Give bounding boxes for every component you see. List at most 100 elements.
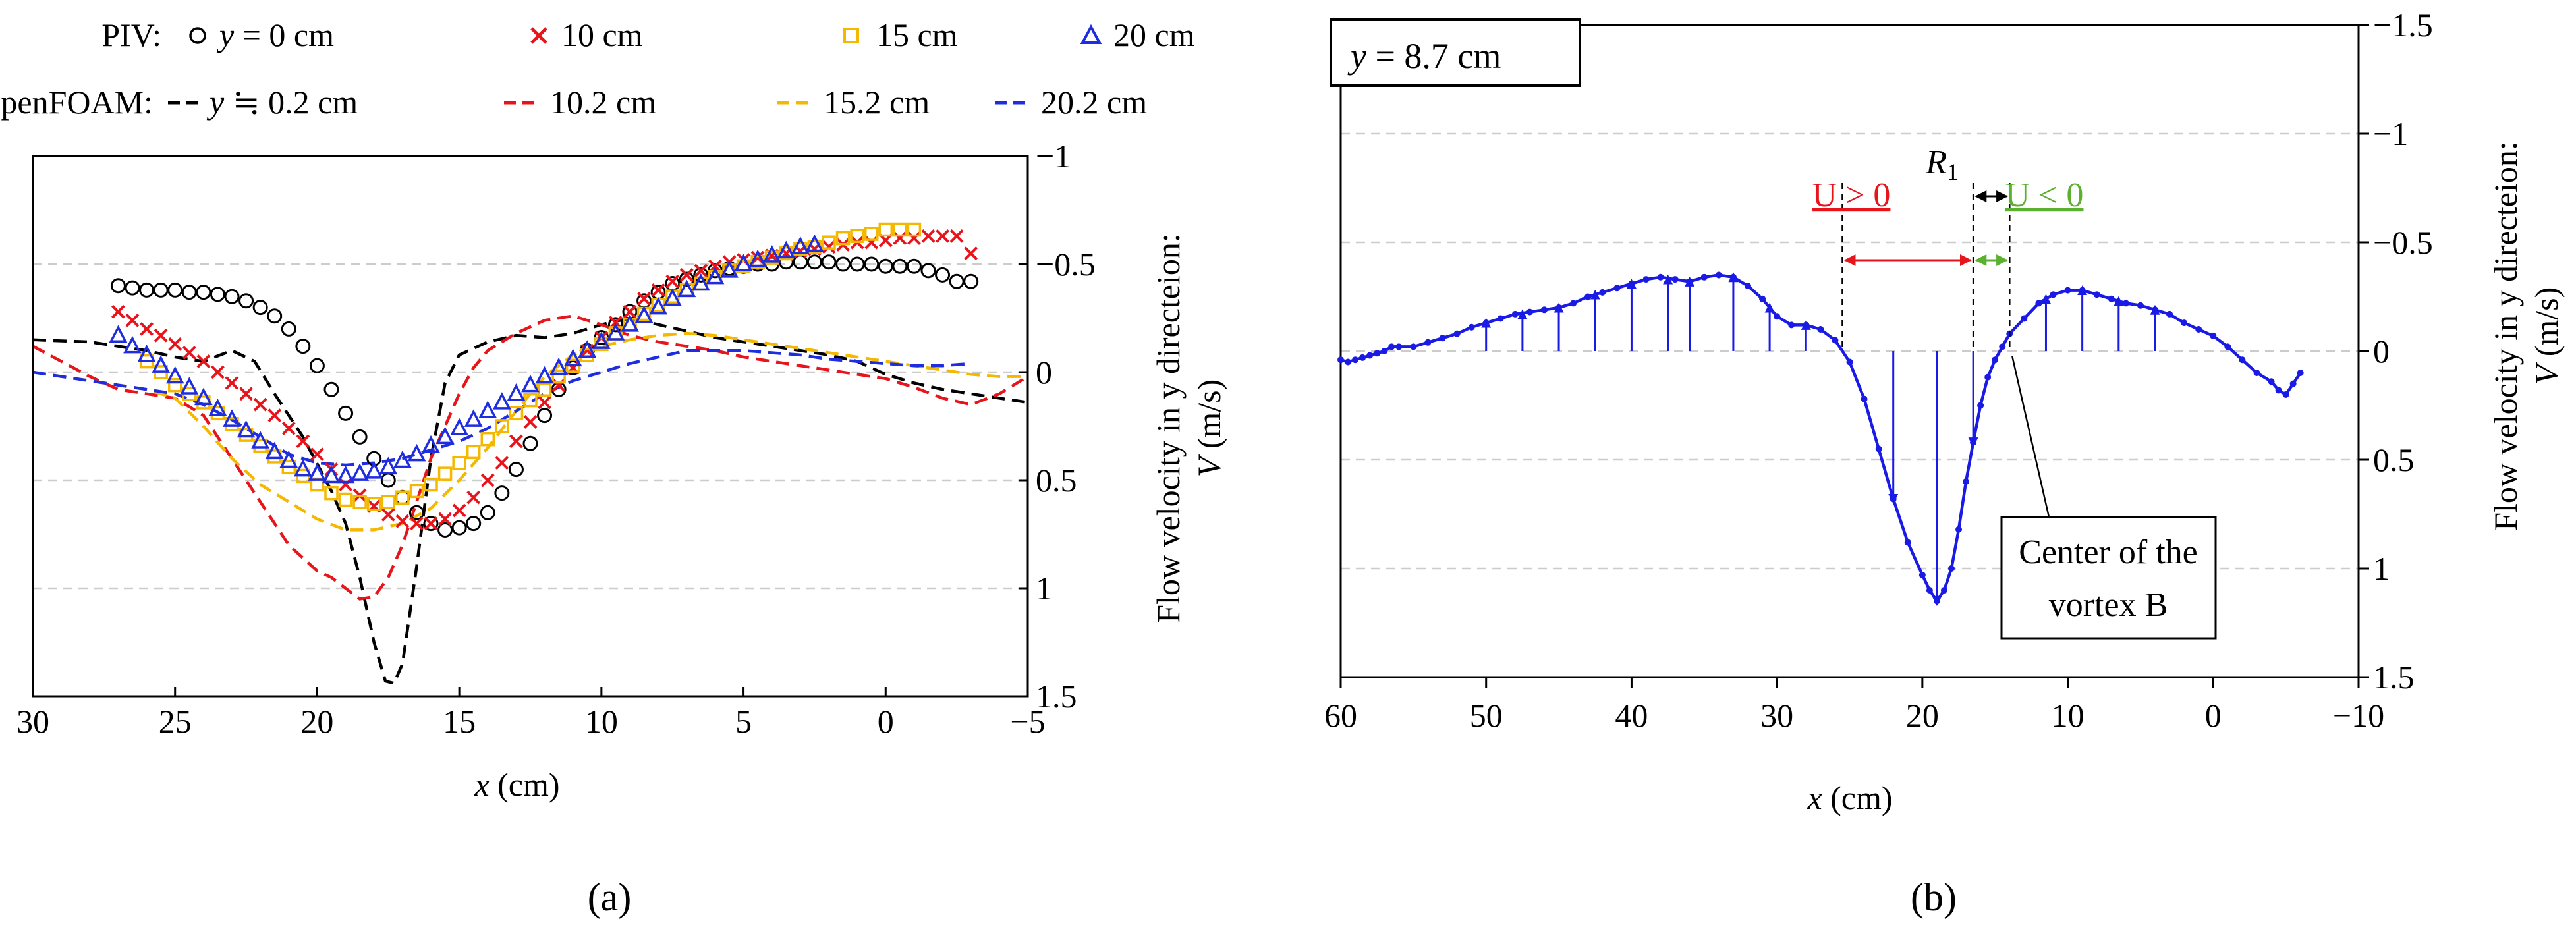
data-point [211, 365, 225, 379]
annotation-u-negative: U < 0 [2005, 177, 2084, 214]
profile-point [1497, 315, 1504, 322]
profile-point [1745, 283, 1751, 289]
profile-point [1381, 348, 1388, 354]
profile-point [1846, 358, 1853, 366]
data-point [478, 401, 497, 418]
annotation-u-positive: U > 0 [1812, 177, 1891, 214]
legend-cfd-entry-0: y ≒ 0.2 cm [206, 84, 358, 121]
data-point [592, 331, 611, 349]
profile-point [2210, 332, 2217, 339]
profile-point [2275, 387, 2282, 394]
data-point [267, 308, 283, 324]
data-point [225, 375, 239, 390]
profile-point [1759, 295, 1766, 302]
profile-point [1861, 395, 1868, 402]
profile-point [1337, 356, 1344, 364]
data-point [424, 516, 438, 531]
data-point [665, 276, 681, 292]
profile-point [1977, 402, 1984, 409]
panel-b-inset-box [1330, 18, 1581, 87]
profile-point [1424, 339, 1432, 346]
profile-point [1700, 273, 1708, 281]
data-point [152, 355, 171, 373]
panel-a-grid [33, 263, 1028, 590]
y-tick-label: 0 [2373, 333, 2390, 370]
legend-cfd-entry-3: 20.2 cm [1041, 84, 1147, 121]
panel-a-piv-markers [109, 222, 979, 538]
data-point [196, 354, 211, 369]
data-point [422, 435, 440, 453]
profile-point [2239, 356, 2246, 364]
x-tick-label: 25 [159, 703, 192, 740]
panel-b-y-axis-label-line1: Flow velocity in y directeion: [2487, 141, 2524, 531]
profile-point [2093, 291, 2100, 298]
data-point [308, 463, 327, 481]
data-point [494, 485, 510, 501]
data-point [125, 313, 140, 327]
data-point [450, 418, 469, 436]
data-point [907, 222, 922, 237]
profile-point [2021, 315, 2028, 322]
x-tick-label: 30 [1760, 697, 1793, 734]
y-tick-label: 0 [1036, 354, 1052, 391]
profile-point [1628, 280, 1635, 287]
data-point [252, 300, 268, 316]
data-point [423, 516, 439, 532]
data-point [677, 279, 696, 298]
data-point [523, 415, 538, 429]
data-point [563, 348, 582, 367]
data-point [407, 443, 426, 462]
data-point [281, 421, 296, 435]
data-point [949, 273, 965, 289]
data-point [381, 495, 396, 509]
data-point [650, 285, 666, 300]
panel-a-caption: (a) [588, 875, 632, 919]
profile-point [1970, 439, 1977, 446]
legend-marker-cross [530, 27, 547, 44]
profile-point [2181, 319, 2188, 327]
data-point [381, 508, 395, 522]
y-tick-label: 1 [1036, 570, 1052, 607]
data-point [123, 335, 142, 354]
profile-point [2152, 306, 2158, 314]
data-point [636, 293, 652, 309]
y-tick-label: −1 [2373, 115, 2408, 152]
x-tick-label: 20 [300, 703, 333, 740]
data-point [379, 456, 398, 475]
x-tick-label: 60 [1324, 697, 1357, 734]
x-tick-label: 20 [1906, 697, 1939, 734]
data-point [509, 434, 523, 449]
data-point [663, 288, 682, 306]
data-point [224, 289, 240, 304]
annotation-center-line1: Center of the [2019, 534, 2197, 571]
profile-point [1345, 358, 1352, 366]
profile-point [1686, 278, 1693, 285]
data-point [495, 456, 509, 470]
data-point [949, 229, 964, 243]
data-point [167, 377, 182, 393]
legend-openfoam-label: OpenFOAM: [0, 84, 153, 121]
data-point [549, 357, 569, 375]
panel-b-x-ticks: 60 50 40 30 20 10 0 −10 [1324, 677, 2384, 734]
data-point [963, 273, 979, 289]
profile-point [2108, 295, 2115, 302]
x-tick-label: 0 [2205, 697, 2222, 734]
x-tick-label: 0 [878, 703, 894, 740]
legend-cfd-entry-2: 15.2 cm [824, 84, 930, 121]
data-point [693, 267, 709, 283]
data-point [538, 395, 551, 410]
annotation-center-line2: vortex B [2049, 586, 2168, 624]
data-point [338, 492, 353, 507]
data-point [295, 339, 311, 354]
data-point [679, 267, 694, 282]
data-point [849, 256, 865, 272]
data-point [466, 516, 482, 532]
data-point [777, 240, 796, 259]
panel-b-velocity-vectors [1481, 272, 2160, 606]
profile-point [1926, 587, 1933, 594]
data-point [279, 450, 298, 468]
panel-a-x-ticks: 30 25 20 15 10 5 0 −5 [16, 687, 1046, 740]
cfd-line-1 [32, 314, 1029, 601]
data-point [154, 328, 168, 343]
